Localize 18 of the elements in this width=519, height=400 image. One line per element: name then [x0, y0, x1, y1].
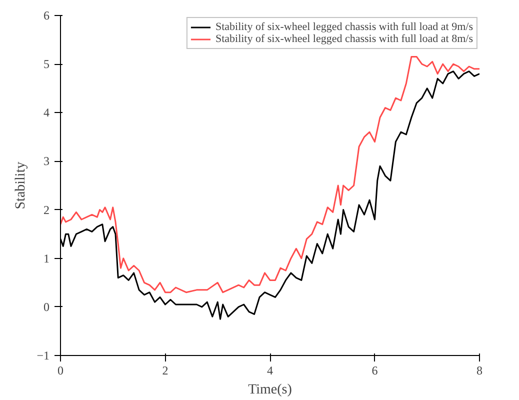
y-tick-label: 4 — [44, 106, 50, 120]
y-tick-label: 5 — [44, 57, 50, 72]
x-tick-label: 0 — [58, 364, 64, 378]
x-tick-label: 6 — [372, 364, 378, 378]
x-tick-label: 4 — [267, 364, 273, 378]
y-tick-label: 0 — [44, 300, 50, 314]
x-axis-title: Time(s) — [248, 382, 292, 398]
x-tick-label: 2 — [162, 364, 168, 378]
legend-label: Stability of six-wheel legged chassis with full load at 9m/s — [215, 21, 473, 33]
line-series — [60, 56, 480, 294]
y-tick-label: 3 — [44, 154, 50, 168]
x-tick-label: 8 — [476, 364, 482, 378]
y-tick-label: −1 — [36, 348, 50, 362]
legend-label: Stability of six-wheel legged chassis with full load at 8m/s — [215, 33, 473, 45]
y-tick-label: 1 — [44, 251, 50, 266]
y-tick-label: 6 — [44, 8, 50, 22]
y-tick-label: 2 — [44, 202, 50, 217]
y-axis-title: Stability — [14, 162, 29, 210]
